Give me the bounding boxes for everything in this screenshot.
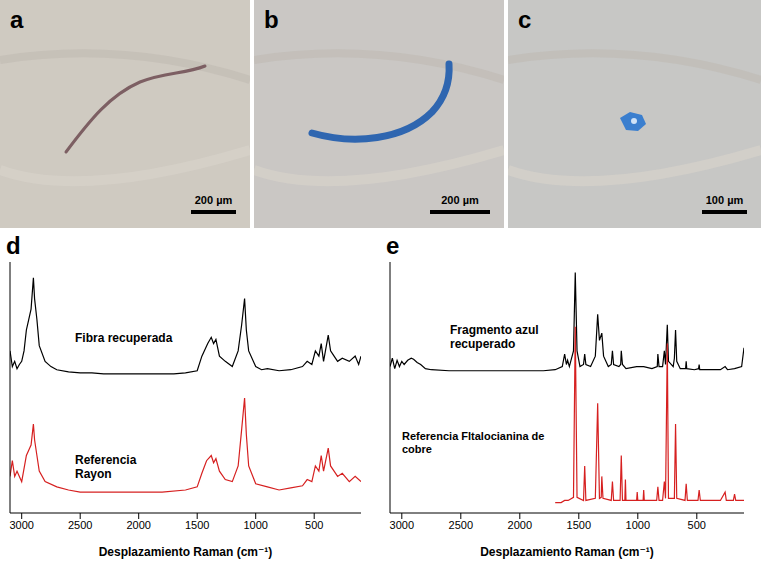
svg-text:2500: 2500 (68, 519, 92, 531)
svg-text:100 µm: 100 µm (706, 194, 744, 206)
svg-text:2000: 2000 (126, 519, 150, 531)
svg-text:3000: 3000 (9, 519, 33, 531)
html-text:Fragmento azul recuperado: Fragmento azul recuperado (450, 323, 539, 351)
svg-text:2500: 2500 (449, 519, 473, 531)
svg-text:2000: 2000 (508, 519, 532, 531)
svg-text:200 µm: 200 µm (195, 194, 233, 206)
html-text:Referencia Rayon: Referencia Rayon (75, 453, 137, 481)
svg-text:1500: 1500 (567, 519, 591, 531)
svg-text:1000: 1000 (243, 519, 267, 531)
svg-text:b: b (264, 6, 279, 33)
html-text:Fibra recuperada: Fibra recuperada (75, 331, 173, 345)
svg-text:Desplazamiento Raman (cm⁻¹): Desplazamiento Raman (cm⁻¹) (99, 545, 273, 559)
svg-text:Desplazamiento Raman (cm⁻¹): Desplazamiento Raman (cm⁻¹) (480, 545, 654, 559)
html-text:d: d (6, 232, 21, 259)
html-text:e: e (386, 232, 400, 259)
svg-text:200 µm: 200 µm (441, 194, 479, 206)
svg-text:500: 500 (688, 519, 706, 531)
svg-text:a: a (10, 6, 24, 33)
svg-text:500: 500 (305, 519, 323, 531)
svg-text:1000: 1000 (626, 519, 650, 531)
svg-text:c: c (518, 6, 531, 33)
svg-text:1500: 1500 (185, 519, 209, 531)
svg-text:3000: 3000 (390, 519, 414, 531)
html-text:Referencia Fltalocianina de co: Referencia Fltalocianina de cobre (402, 430, 545, 455)
